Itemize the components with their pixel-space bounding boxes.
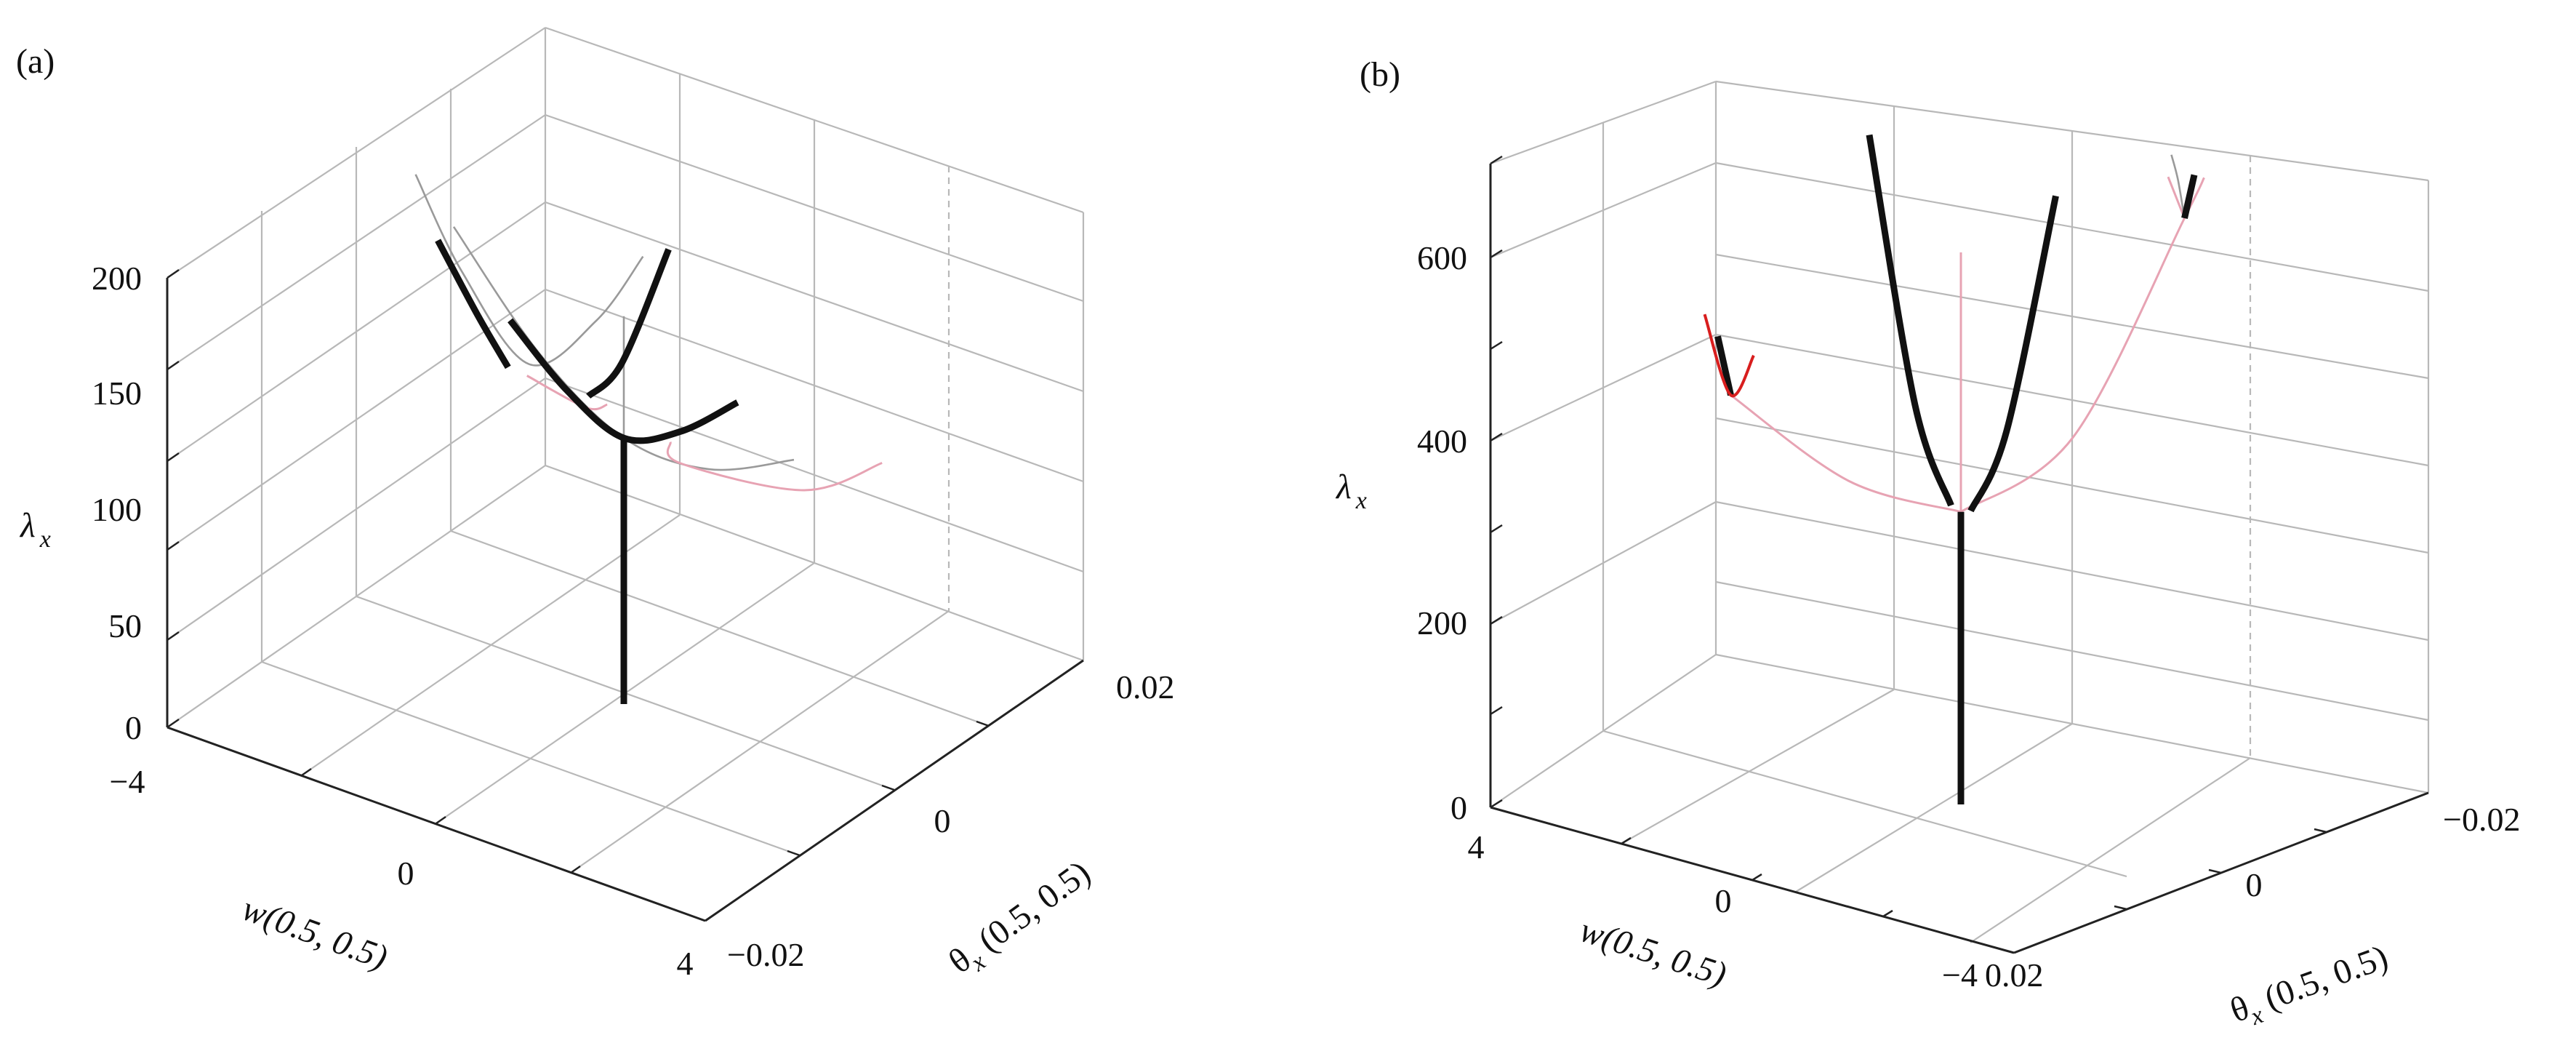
theta-tick-label: −0.02 (727, 936, 804, 973)
panel-a-theta-tick-labels: 0.02 0 −0.02 (727, 668, 1175, 973)
panel-a-theta-axis-title: θx (0.5, 0.5) (942, 853, 1101, 986)
w-tick-label: 0 (398, 855, 414, 892)
panel-a-w-axis-title: w(0.5, 0.5) (237, 890, 393, 978)
w-tick-label: −4 (110, 763, 145, 800)
z-axis-subscript: x (1355, 487, 1367, 514)
panel-a-z-tick-labels: 0 50 100 150 200 (92, 260, 142, 746)
w-tick-label: 4 (1468, 828, 1485, 866)
z-tick-label: 100 (92, 491, 142, 528)
panel-b-box-grid (1489, 80, 2430, 954)
z-tick-label: 0 (125, 709, 142, 746)
z-tick-label: 600 (1417, 239, 1467, 276)
curve-thick-black-2 (1967, 195, 2059, 513)
panel-b: (b) (1335, 55, 2520, 1036)
theta-tick-label: 0.02 (1116, 668, 1175, 706)
curve-thin-pink-7 (1960, 177, 2205, 513)
z-tick-label: 200 (92, 260, 142, 297)
curve-thick-black-1 (507, 318, 739, 444)
curve-thick-black-5 (2181, 174, 2198, 219)
panel-a-box-grid (166, 26, 1085, 922)
panel-b-w-axis-title: w(0.5, 0.5) (1576, 911, 1731, 994)
curve-thick-black-2 (435, 239, 511, 369)
w-tick-label: 4 (677, 945, 694, 982)
curve-thin-pink-6 (1730, 394, 1962, 513)
curve-thick-black-1 (1866, 134, 1954, 507)
curve-thin-pink-6 (666, 441, 883, 492)
z-tick-label: 50 (108, 607, 142, 644)
z-axis-symbol: λ (19, 506, 36, 545)
theta-tick-label: 0 (934, 802, 951, 839)
curve-thick-red-4 (1703, 313, 1755, 398)
panel-a-label: (a) (16, 42, 55, 81)
z-axis-symbol: λ (1335, 468, 1352, 506)
panel-a-axes (166, 268, 1084, 922)
theta-tick-label: −0.02 (2443, 801, 2520, 838)
panel-a: (a) (16, 26, 1175, 986)
panel-b-series (1703, 134, 2205, 804)
curve-thick-black-3 (586, 248, 672, 399)
w-tick-label: 0 (1715, 882, 1732, 919)
z-tick-label: 0 (1450, 789, 1467, 826)
z-axis-subscript: x (39, 526, 51, 553)
curve-thin-gray-4 (414, 174, 644, 367)
w-tick-label: −4 (1942, 956, 1978, 994)
theta-tick-label: 0 (2246, 866, 2263, 903)
panel-b-theta-tick-labels: −0.02 0 0.02 (1985, 801, 2520, 994)
curve-thin-pink-8 (2167, 176, 2186, 219)
z-tick-label: 200 (1417, 604, 1467, 642)
panel-a-series (414, 174, 883, 704)
panel-b-axes (1489, 155, 2429, 954)
curve-thick-black-3 (1714, 335, 1734, 396)
panel-b-w-tick-labels: 4 0 −4 (1468, 828, 1978, 994)
theta-tick-label: 0.02 (1985, 956, 2044, 994)
theta-axis-rest: (0.5, 0.5) (2251, 938, 2393, 1020)
panel-a-w-tick-labels: −4 0 4 (110, 763, 694, 982)
theta-axis-rest: (0.5, 0.5) (964, 853, 1097, 964)
panel-b-theta-axis-title: θx (0.5, 0.5) (2226, 938, 2396, 1036)
curve-thin-gray-9 (2170, 154, 2186, 219)
panel-b-z-tick-labels: 0 200 400 600 (1417, 239, 1467, 826)
panel-b-label: (b) (1360, 55, 1400, 94)
z-tick-label: 150 (92, 375, 142, 412)
z-tick-label: 400 (1417, 423, 1467, 460)
